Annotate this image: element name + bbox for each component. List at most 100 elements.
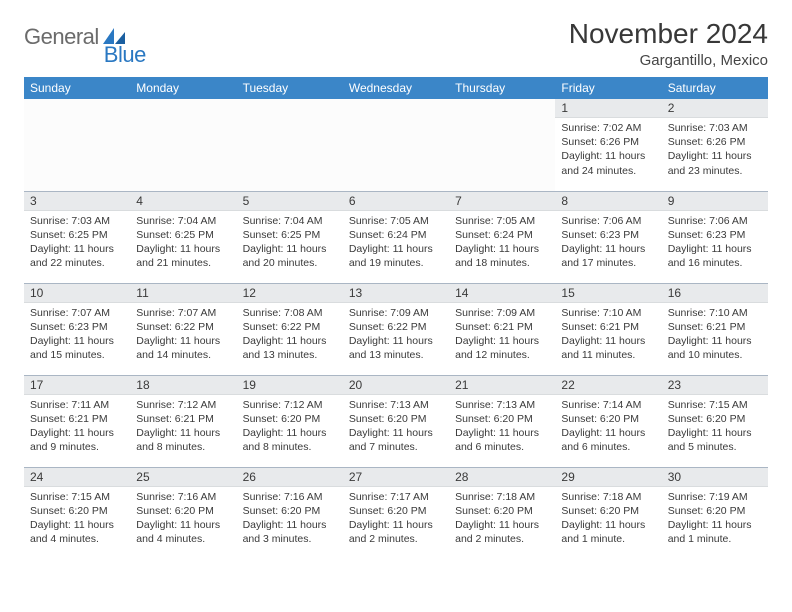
day-number: 6 — [343, 192, 449, 211]
calendar-day-cell: 30Sunrise: 7:19 AMSunset: 6:20 PMDayligh… — [662, 467, 768, 559]
calendar-day-cell: .. — [24, 99, 130, 191]
day-content: Sunrise: 7:04 AMSunset: 6:25 PMDaylight:… — [237, 211, 343, 275]
day-number: 24 — [24, 468, 130, 487]
day-content: Sunrise: 7:13 AMSunset: 6:20 PMDaylight:… — [449, 395, 555, 459]
day-number: 25 — [130, 468, 236, 487]
day-content: Sunrise: 7:05 AMSunset: 6:24 PMDaylight:… — [343, 211, 449, 275]
day-content: Sunrise: 7:15 AMSunset: 6:20 PMDaylight:… — [24, 487, 130, 551]
day-content: Sunrise: 7:18 AMSunset: 6:20 PMDaylight:… — [449, 487, 555, 551]
day-content: Sunrise: 7:12 AMSunset: 6:21 PMDaylight:… — [130, 395, 236, 459]
day-number: 2 — [662, 99, 768, 118]
calendar-day-cell: 27Sunrise: 7:17 AMSunset: 6:20 PMDayligh… — [343, 467, 449, 559]
calendar-day-cell: 1Sunrise: 7:02 AMSunset: 6:26 PMDaylight… — [555, 99, 661, 191]
day-number: 29 — [555, 468, 661, 487]
day-number: 14 — [449, 284, 555, 303]
location-label: Gargantillo, Mexico — [569, 52, 768, 69]
day-content: Sunrise: 7:14 AMSunset: 6:20 PMDaylight:… — [555, 395, 661, 459]
calendar-day-cell: 21Sunrise: 7:13 AMSunset: 6:20 PMDayligh… — [449, 375, 555, 467]
day-content: Sunrise: 7:15 AMSunset: 6:20 PMDaylight:… — [662, 395, 768, 459]
calendar-day-cell: 24Sunrise: 7:15 AMSunset: 6:20 PMDayligh… — [24, 467, 130, 559]
weekday-header: Monday — [130, 77, 236, 99]
day-content: Sunrise: 7:03 AMSunset: 6:25 PMDaylight:… — [24, 211, 130, 275]
day-number: 21 — [449, 376, 555, 395]
day-number: 12 — [237, 284, 343, 303]
day-number: 1 — [555, 99, 661, 118]
calendar-day-cell: 7Sunrise: 7:05 AMSunset: 6:24 PMDaylight… — [449, 191, 555, 283]
calendar-week-row: 10Sunrise: 7:07 AMSunset: 6:23 PMDayligh… — [24, 283, 768, 375]
day-content: Sunrise: 7:02 AMSunset: 6:26 PMDaylight:… — [555, 118, 661, 182]
weekday-header: Saturday — [662, 77, 768, 99]
calendar-day-cell: 2Sunrise: 7:03 AMSunset: 6:26 PMDaylight… — [662, 99, 768, 191]
day-content: Sunrise: 7:16 AMSunset: 6:20 PMDaylight:… — [130, 487, 236, 551]
calendar-body: ..........1Sunrise: 7:02 AMSunset: 6:26 … — [24, 99, 768, 559]
day-number: 30 — [662, 468, 768, 487]
day-content: Sunrise: 7:18 AMSunset: 6:20 PMDaylight:… — [555, 487, 661, 551]
calendar-day-cell: 18Sunrise: 7:12 AMSunset: 6:21 PMDayligh… — [130, 375, 236, 467]
calendar-week-row: ..........1Sunrise: 7:02 AMSunset: 6:26 … — [24, 99, 768, 191]
day-number: 28 — [449, 468, 555, 487]
calendar-day-cell: 11Sunrise: 7:07 AMSunset: 6:22 PMDayligh… — [130, 283, 236, 375]
calendar-week-row: 3Sunrise: 7:03 AMSunset: 6:25 PMDaylight… — [24, 191, 768, 283]
day-number: 8 — [555, 192, 661, 211]
day-content: Sunrise: 7:04 AMSunset: 6:25 PMDaylight:… — [130, 211, 236, 275]
day-number: 20 — [343, 376, 449, 395]
day-content: Sunrise: 7:06 AMSunset: 6:23 PMDaylight:… — [555, 211, 661, 275]
calendar-day-cell: 9Sunrise: 7:06 AMSunset: 6:23 PMDaylight… — [662, 191, 768, 283]
brand-word-2: Blue — [104, 42, 146, 68]
day-content: Sunrise: 7:07 AMSunset: 6:23 PMDaylight:… — [24, 303, 130, 367]
calendar-day-cell: 4Sunrise: 7:04 AMSunset: 6:25 PMDaylight… — [130, 191, 236, 283]
day-number: 26 — [237, 468, 343, 487]
day-content: Sunrise: 7:03 AMSunset: 6:26 PMDaylight:… — [662, 118, 768, 182]
calendar-day-cell: 23Sunrise: 7:15 AMSunset: 6:20 PMDayligh… — [662, 375, 768, 467]
calendar-header: SundayMondayTuesdayWednesdayThursdayFrid… — [24, 77, 768, 99]
calendar-day-cell: 12Sunrise: 7:08 AMSunset: 6:22 PMDayligh… — [237, 283, 343, 375]
day-number: 15 — [555, 284, 661, 303]
day-number: 9 — [662, 192, 768, 211]
day-content: Sunrise: 7:12 AMSunset: 6:20 PMDaylight:… — [237, 395, 343, 459]
calendar-page: General Blue November 2024 Gargantillo, … — [0, 0, 792, 559]
day-content: Sunrise: 7:09 AMSunset: 6:22 PMDaylight:… — [343, 303, 449, 367]
day-content: Sunrise: 7:09 AMSunset: 6:21 PMDaylight:… — [449, 303, 555, 367]
day-content: Sunrise: 7:19 AMSunset: 6:20 PMDaylight:… — [662, 487, 768, 551]
day-number: 19 — [237, 376, 343, 395]
day-content: Sunrise: 7:13 AMSunset: 6:20 PMDaylight:… — [343, 395, 449, 459]
weekday-header: Wednesday — [343, 77, 449, 99]
calendar-day-cell: 5Sunrise: 7:04 AMSunset: 6:25 PMDaylight… — [237, 191, 343, 283]
day-number: 7 — [449, 192, 555, 211]
header-bar: General Blue November 2024 Gargantillo, … — [24, 18, 768, 69]
calendar-table: SundayMondayTuesdayWednesdayThursdayFrid… — [24, 77, 768, 559]
calendar-day-cell: .. — [237, 99, 343, 191]
calendar-day-cell: 13Sunrise: 7:09 AMSunset: 6:22 PMDayligh… — [343, 283, 449, 375]
weekday-header: Friday — [555, 77, 661, 99]
day-content: Sunrise: 7:05 AMSunset: 6:24 PMDaylight:… — [449, 211, 555, 275]
brand-word-1: General — [24, 24, 99, 50]
title-block: November 2024 Gargantillo, Mexico — [569, 18, 768, 69]
calendar-day-cell: 10Sunrise: 7:07 AMSunset: 6:23 PMDayligh… — [24, 283, 130, 375]
calendar-day-cell: 3Sunrise: 7:03 AMSunset: 6:25 PMDaylight… — [24, 191, 130, 283]
day-content: Sunrise: 7:08 AMSunset: 6:22 PMDaylight:… — [237, 303, 343, 367]
day-number: 16 — [662, 284, 768, 303]
day-content: Sunrise: 7:16 AMSunset: 6:20 PMDaylight:… — [237, 487, 343, 551]
calendar-week-row: 24Sunrise: 7:15 AMSunset: 6:20 PMDayligh… — [24, 467, 768, 559]
calendar-day-cell: 29Sunrise: 7:18 AMSunset: 6:20 PMDayligh… — [555, 467, 661, 559]
calendar-day-cell: 16Sunrise: 7:10 AMSunset: 6:21 PMDayligh… — [662, 283, 768, 375]
calendar-day-cell: 17Sunrise: 7:11 AMSunset: 6:21 PMDayligh… — [24, 375, 130, 467]
calendar-day-cell: 20Sunrise: 7:13 AMSunset: 6:20 PMDayligh… — [343, 375, 449, 467]
day-number: 10 — [24, 284, 130, 303]
calendar-day-cell: .. — [449, 99, 555, 191]
calendar-day-cell: 25Sunrise: 7:16 AMSunset: 6:20 PMDayligh… — [130, 467, 236, 559]
day-number: 4 — [130, 192, 236, 211]
calendar-day-cell: 26Sunrise: 7:16 AMSunset: 6:20 PMDayligh… — [237, 467, 343, 559]
day-number: 22 — [555, 376, 661, 395]
calendar-week-row: 17Sunrise: 7:11 AMSunset: 6:21 PMDayligh… — [24, 375, 768, 467]
day-content: Sunrise: 7:06 AMSunset: 6:23 PMDaylight:… — [662, 211, 768, 275]
calendar-day-cell: 22Sunrise: 7:14 AMSunset: 6:20 PMDayligh… — [555, 375, 661, 467]
calendar-day-cell: 14Sunrise: 7:09 AMSunset: 6:21 PMDayligh… — [449, 283, 555, 375]
calendar-day-cell: 19Sunrise: 7:12 AMSunset: 6:20 PMDayligh… — [237, 375, 343, 467]
day-number: 11 — [130, 284, 236, 303]
weekday-header: Sunday — [24, 77, 130, 99]
month-title: November 2024 — [569, 18, 768, 50]
calendar-day-cell: 8Sunrise: 7:06 AMSunset: 6:23 PMDaylight… — [555, 191, 661, 283]
calendar-day-cell: .. — [343, 99, 449, 191]
day-content: Sunrise: 7:07 AMSunset: 6:22 PMDaylight:… — [130, 303, 236, 367]
